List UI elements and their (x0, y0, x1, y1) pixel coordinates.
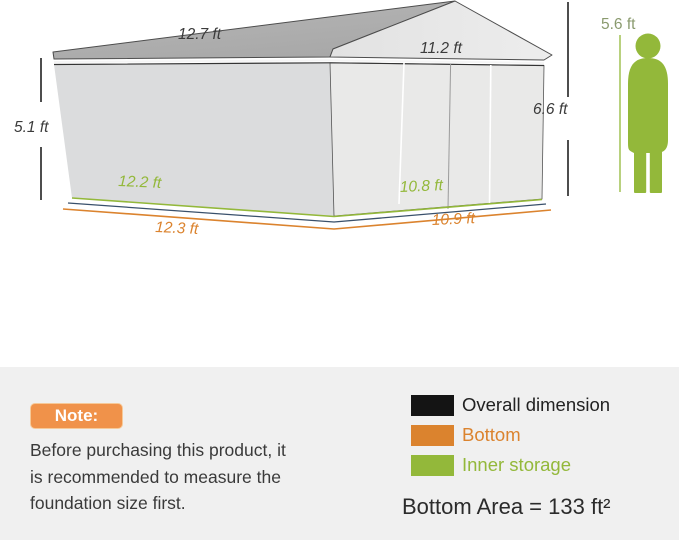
svg-text:12.7 ft: 12.7 ft (178, 26, 222, 43)
svg-text:12.3 ft: 12.3 ft (155, 219, 199, 238)
svg-text:5.6 ft: 5.6 ft (601, 16, 636, 33)
svg-text:5.1 ft: 5.1 ft (14, 119, 49, 136)
svg-text:10.8 ft: 10.8 ft (399, 177, 443, 196)
svg-text:10.9 ft: 10.9 ft (431, 210, 475, 229)
svg-text:12.2 ft: 12.2 ft (118, 173, 162, 192)
svg-text:6.6 ft: 6.6 ft (533, 101, 568, 118)
svg-text:11.2 ft: 11.2 ft (420, 40, 463, 57)
